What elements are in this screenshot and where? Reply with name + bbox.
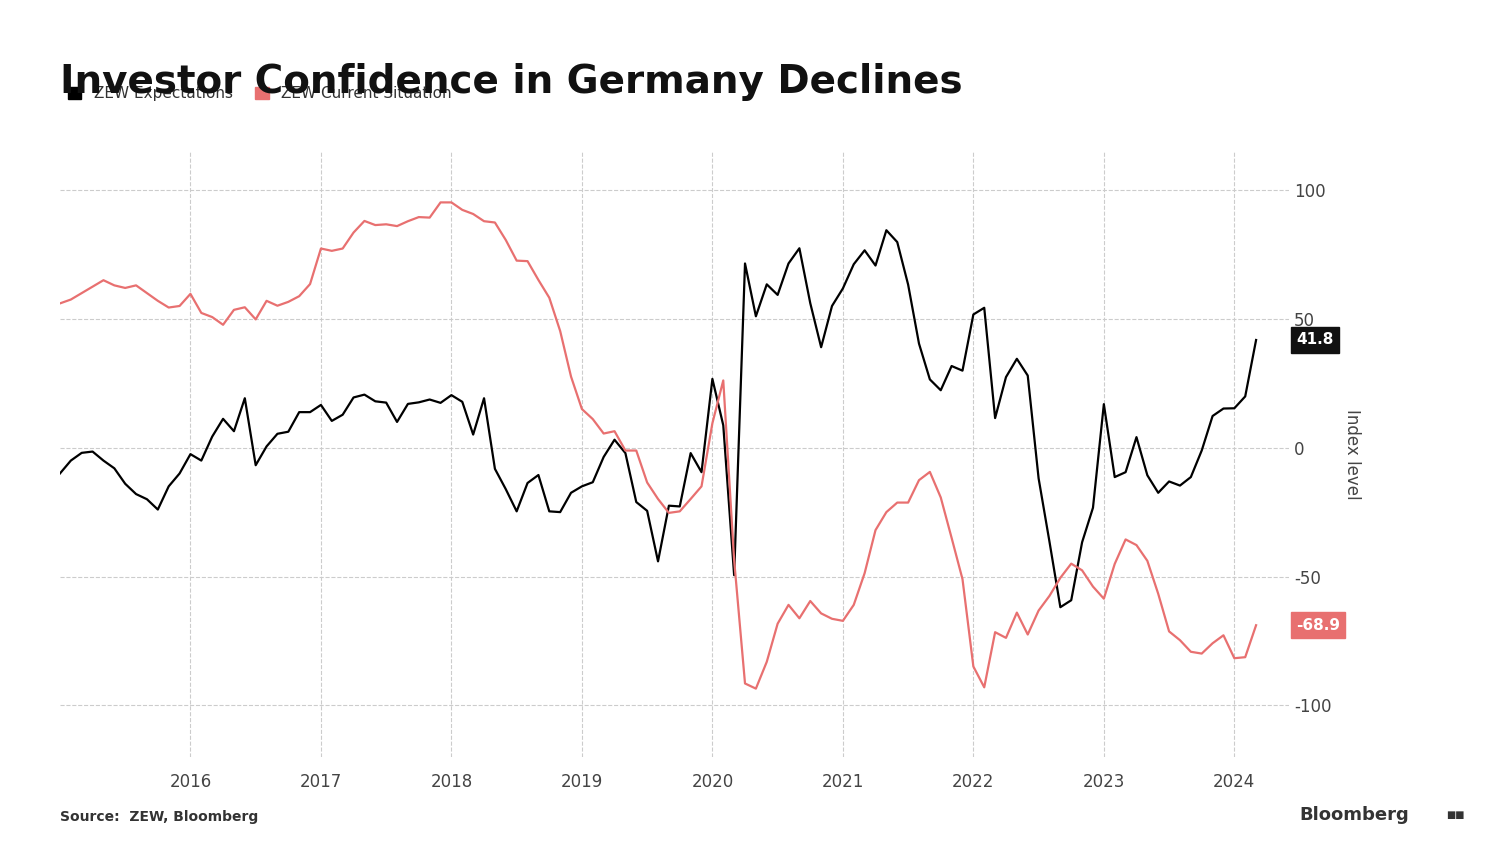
Text: 41.8: 41.8 <box>1297 332 1334 347</box>
Legend: ZEW Expectations, ZEW Current Situation: ZEW Expectations, ZEW Current Situation <box>67 87 453 102</box>
Text: Source:  ZEW, Bloomberg: Source: ZEW, Bloomberg <box>60 810 258 824</box>
Text: Bloomberg: Bloomberg <box>1300 807 1409 824</box>
Y-axis label: Index level: Index level <box>1343 409 1361 500</box>
Text: -68.9: -68.9 <box>1297 618 1340 632</box>
Text: Investor Confidence in Germany Declines: Investor Confidence in Germany Declines <box>60 63 962 101</box>
Text: ■■: ■■ <box>1447 810 1465 820</box>
